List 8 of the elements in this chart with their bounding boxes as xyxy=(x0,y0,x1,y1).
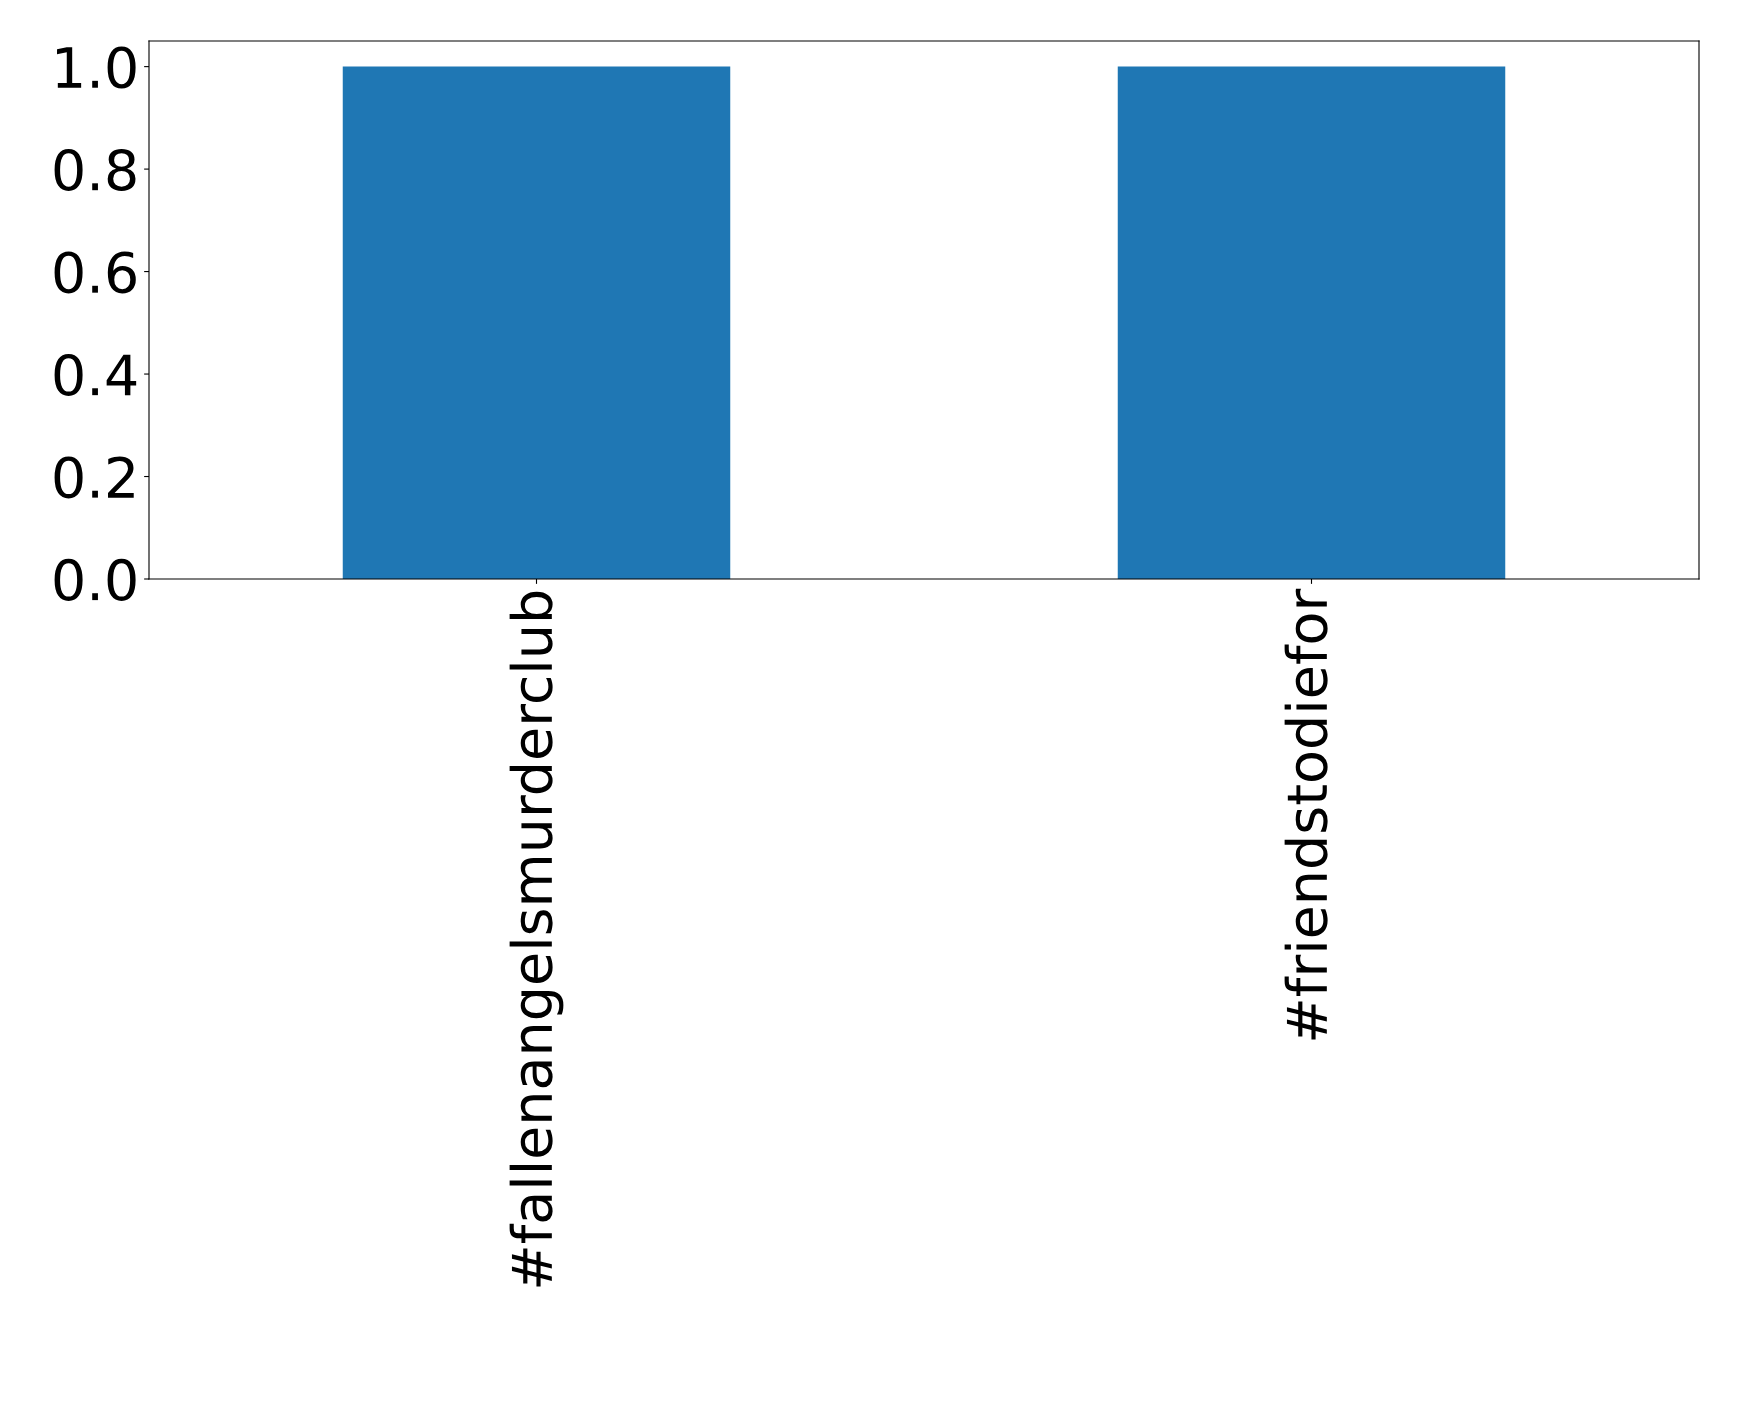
y-tick-label: 0.2 xyxy=(54,456,134,499)
y-tick-label: 0.6 xyxy=(54,251,136,294)
y-tick-label: 1.0 xyxy=(57,46,136,89)
x-tick-label: #fallenangelsmurderclub xyxy=(509,591,564,1287)
y-tick-label: 0.0 xyxy=(54,558,136,601)
x-tick-label: #friendstodiefor xyxy=(1284,588,1328,1040)
y-tick-label: 0.4 xyxy=(54,353,137,396)
y-tick-label: 0.8 xyxy=(54,148,136,191)
